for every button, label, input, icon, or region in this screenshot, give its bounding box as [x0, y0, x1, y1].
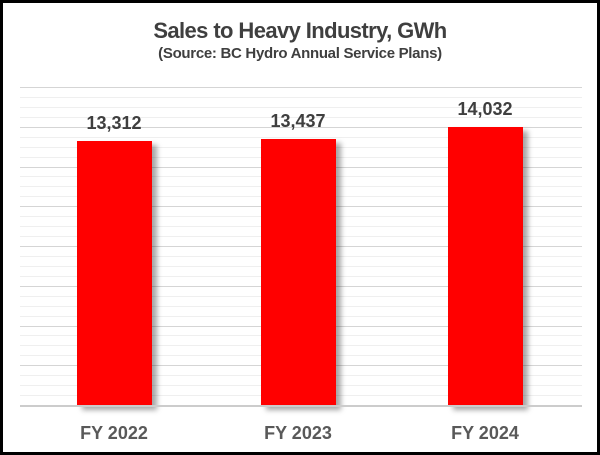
minor-gridline: [20, 96, 582, 98]
bar-fy-2022: [76, 141, 152, 406]
minor-gridline: [20, 106, 582, 108]
minor-gridline: [20, 136, 582, 138]
plot-area: 13,312 13,437 14,032: [20, 87, 582, 407]
x-axis-line: [20, 405, 582, 407]
chart-subtitle: (Source: BC Hydro Annual Service Plans): [158, 45, 442, 62]
chart-title: Sales to Heavy Industry, GWh: [153, 18, 447, 43]
bar-fy-2023: [260, 138, 336, 406]
value-label-fy-2024: 14,032: [457, 99, 513, 120]
major-gridline: [20, 126, 582, 128]
minor-gridline: [20, 116, 582, 118]
major-gridline: [20, 87, 582, 88]
category-label-fy-2024: FY 2024: [451, 423, 519, 443]
value-label-fy-2022: 13,312: [86, 113, 142, 134]
category-label-fy-2022: FY 2022: [80, 423, 148, 443]
category-label-fy-2023: FY 2023: [264, 423, 332, 443]
value-label-fy-2023: 13,437: [270, 110, 326, 131]
bar-fy-2024: [447, 127, 523, 406]
